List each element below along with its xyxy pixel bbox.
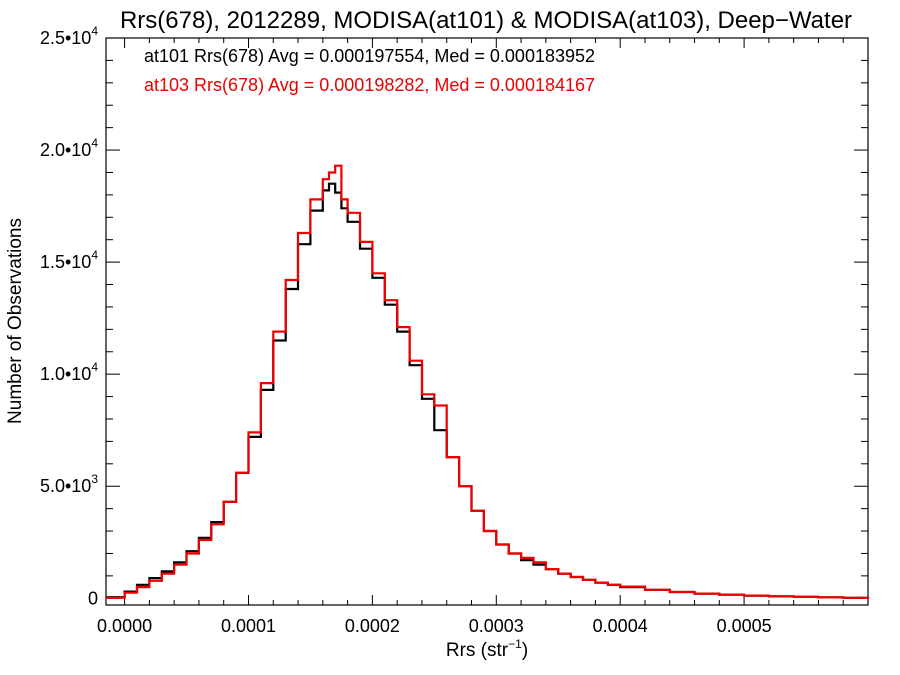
y-axis-label: Number of Observations (5, 218, 26, 424)
x-axis-label: Rrs (str−1) (446, 637, 528, 661)
y-tick-label: 0 (88, 588, 98, 608)
y-tick-label: 1.5•104 (40, 248, 98, 272)
x-tick-label: 0.0005 (717, 616, 772, 636)
x-axis-label-main: Rrs (str (446, 640, 509, 661)
x-tick-label: 0.0000 (97, 616, 152, 636)
plot-frame (105, 37, 869, 606)
series-at101-line (106, 182, 870, 599)
x-tick-label: 0.0001 (221, 616, 276, 636)
y-axis-ticks: 0 5.0•103 1.0•104 1.5•104 2.0•104 2.5•104 (40, 24, 868, 608)
x-tick-label: 0.0003 (469, 616, 524, 636)
x-axis-label-superscript: −1 (508, 637, 522, 651)
x-tick-label: 0.0002 (345, 616, 400, 636)
x-axis-ticks: 0.0000 0.0001 0.0002 0.0003 0.0004 0.0005 (97, 38, 869, 636)
y-tick-label: 1.0•104 (40, 360, 98, 384)
series-at103-line (106, 164, 870, 599)
y-tick-label: 5.0•103 (40, 472, 98, 496)
y-tick-label: 2.5•104 (40, 24, 98, 48)
x-tick-label: 0.0004 (593, 616, 648, 636)
legend-entry-at103: at103 Rrs(678) Avg = 0.000198282, Med = … (144, 75, 595, 95)
chart-title: Rrs(678), 2012289, MODISA(at101) & MODIS… (120, 7, 852, 34)
legend-entry-at101: at101 Rrs(678) Avg = 0.000197554, Med = … (144, 46, 595, 66)
x-axis-label-end: ) (522, 640, 528, 661)
y-tick-label: 2.0•104 (40, 136, 98, 160)
series-layer (106, 164, 870, 599)
